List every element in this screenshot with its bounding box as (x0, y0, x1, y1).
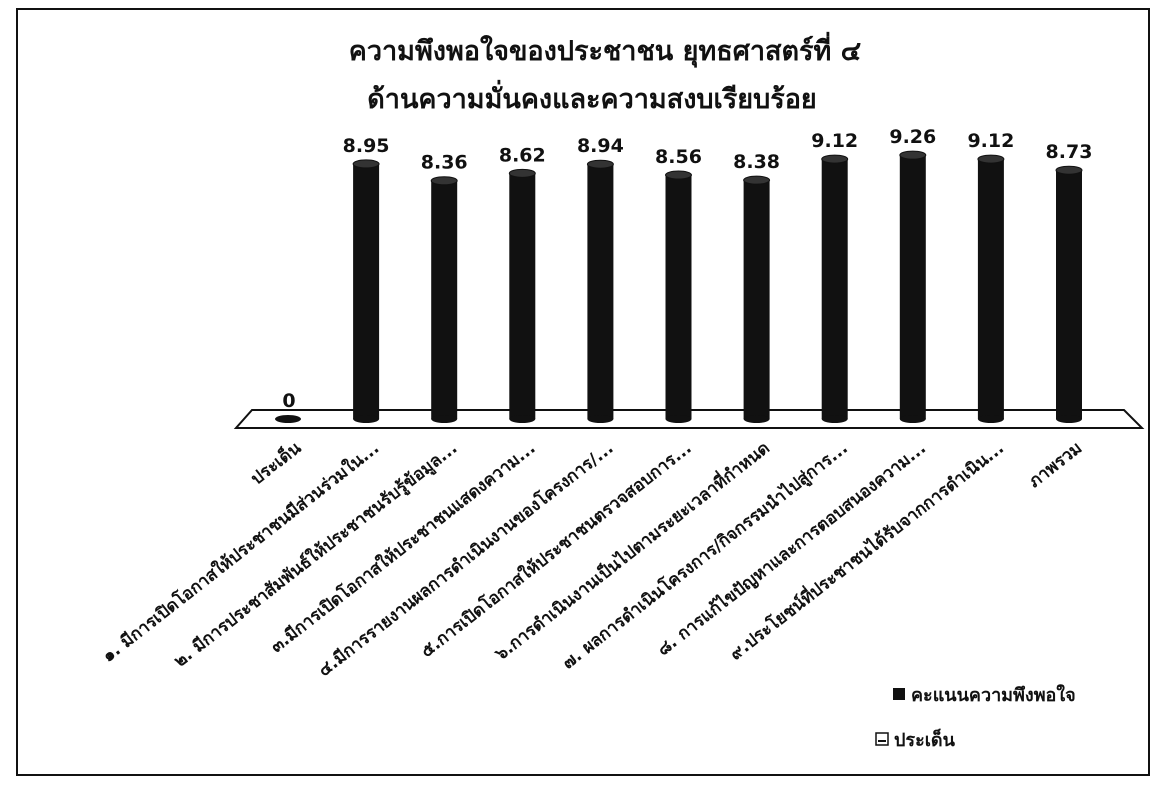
bar-3 (508, 168, 536, 423)
bar-top-8 (899, 150, 927, 160)
bar-body-5 (665, 175, 692, 419)
bar-8 (899, 150, 927, 423)
bars-group: 0 8.95 8.36 8.62 8.94 8.56 8.38 9.12 9.26 9.12 8.7… (275, 126, 1092, 423)
data-label-3: 8.62 (499, 144, 546, 166)
bar-base-5 (665, 415, 692, 423)
tick-label-5: ๕.การเปิดโอกาสให้ประชาชนตรวจสอบการ... (417, 437, 696, 661)
tick-label-8: ๘. การแก้ไขปัญหาและการตอบสนองความ... (653, 437, 930, 660)
bar-body-1 (353, 163, 380, 419)
tick-label-10: ภาพรวม (1025, 438, 1086, 492)
bar-base-0 (275, 415, 301, 423)
chart-subtitle: ด้านความมั่นคงและความสงบเรียบร้อย (367, 79, 817, 115)
bar-body-6 (743, 180, 770, 419)
data-label-8: 9.26 (889, 126, 936, 148)
bar-body-10 (1056, 170, 1082, 419)
tick-label-6: ๖.การดำเนินงานเป็นไปตามระยะเวลาที่กำหนด (489, 436, 774, 665)
legend-label-issue: ประเด็น (894, 728, 956, 751)
bar-body-9 (977, 159, 1004, 419)
bar-body-7 (821, 159, 848, 419)
legend-label-score: คะแนนความพึงพอใจ (911, 684, 1076, 706)
tick-label-2: ๒. มีการประชาสัมพันธ์ให้ประชาชนรับรู้ข้อ… (170, 437, 462, 672)
bar-base-6 (743, 415, 770, 423)
bar-top-4 (586, 159, 614, 169)
bar-top-2 (430, 176, 458, 186)
bar-base-3 (509, 415, 536, 423)
bar-base-7 (821, 415, 848, 423)
bar-top-10 (1055, 165, 1083, 175)
bar-0 (275, 415, 301, 423)
bar-body-3 (509, 173, 536, 419)
bar-6 (743, 175, 771, 423)
data-label-5: 8.56 (655, 146, 702, 168)
bar-top-9 (977, 154, 1005, 164)
data-label-0: 0 (282, 390, 295, 412)
bar-top-3 (508, 168, 536, 178)
data-label-9: 9.12 (967, 130, 1014, 152)
bar-top-6 (743, 175, 771, 185)
data-label-4: 8.94 (577, 135, 624, 157)
bar-4 (586, 159, 614, 423)
bar-base-8 (899, 415, 926, 423)
tick-label-7: ๗. ผลการดำเนินโครงการ/กิจกรรมนำไปสู่การ.… (558, 437, 852, 674)
tick-label-4: ๔.มีการรายงานผลการดำเนินงานของโครงการ/..… (314, 437, 617, 681)
tick-label-9: ๙.ประโยชน์ที่ประชาชนได้รับจากการดำเนิน..… (724, 436, 1008, 665)
bar-top-7 (821, 154, 849, 164)
data-label-1: 8.95 (343, 135, 390, 157)
bar-base-2 (431, 415, 458, 423)
data-label-2: 8.36 (421, 152, 468, 174)
bar-base-9 (977, 415, 1004, 423)
tick-label-1: ๑. มีการเปิดโอกาสให้ประชาชนมีส่วนร่วมใน.… (98, 437, 383, 666)
bar-7 (821, 154, 849, 423)
data-label-10: 8.73 (1046, 141, 1093, 163)
bar-5 (665, 170, 692, 423)
bar-1 (352, 159, 380, 423)
bar-base-4 (587, 415, 614, 423)
bar-body-4 (587, 164, 614, 419)
bar-body-8 (899, 155, 926, 419)
bar-base-10 (1056, 415, 1082, 423)
bar-2 (430, 176, 458, 423)
bar-top-1 (352, 159, 380, 169)
bar-base-1 (353, 415, 380, 423)
category-ticks-group: ประเด็น๑. มีการเปิดโอกาสให้ประชาชนมีส่วน… (98, 436, 1086, 681)
chart-title: ความพึงพอใจของประชาชน ยุทธศาสตร์ที่ ๔ (349, 31, 861, 68)
tick-label-0: ประเด็น (246, 436, 306, 490)
bar-9 (977, 154, 1005, 423)
tick-label-3: ๓.มีการเปิดโอกาสให้ประชาชนแสดงความ... (266, 437, 539, 657)
data-label-7: 9.12 (811, 130, 858, 152)
bar-body-2 (431, 180, 458, 419)
bar-10 (1055, 165, 1083, 423)
legend-swatch-issue (875, 732, 889, 746)
chart-frame (16, 8, 1150, 776)
legend-swatch-score (893, 688, 905, 700)
legend: คะแนนความพึงพอใจ ประเด็น (875, 684, 1076, 751)
data-label-6: 8.38 (733, 151, 780, 173)
bar-top-5 (665, 170, 692, 180)
